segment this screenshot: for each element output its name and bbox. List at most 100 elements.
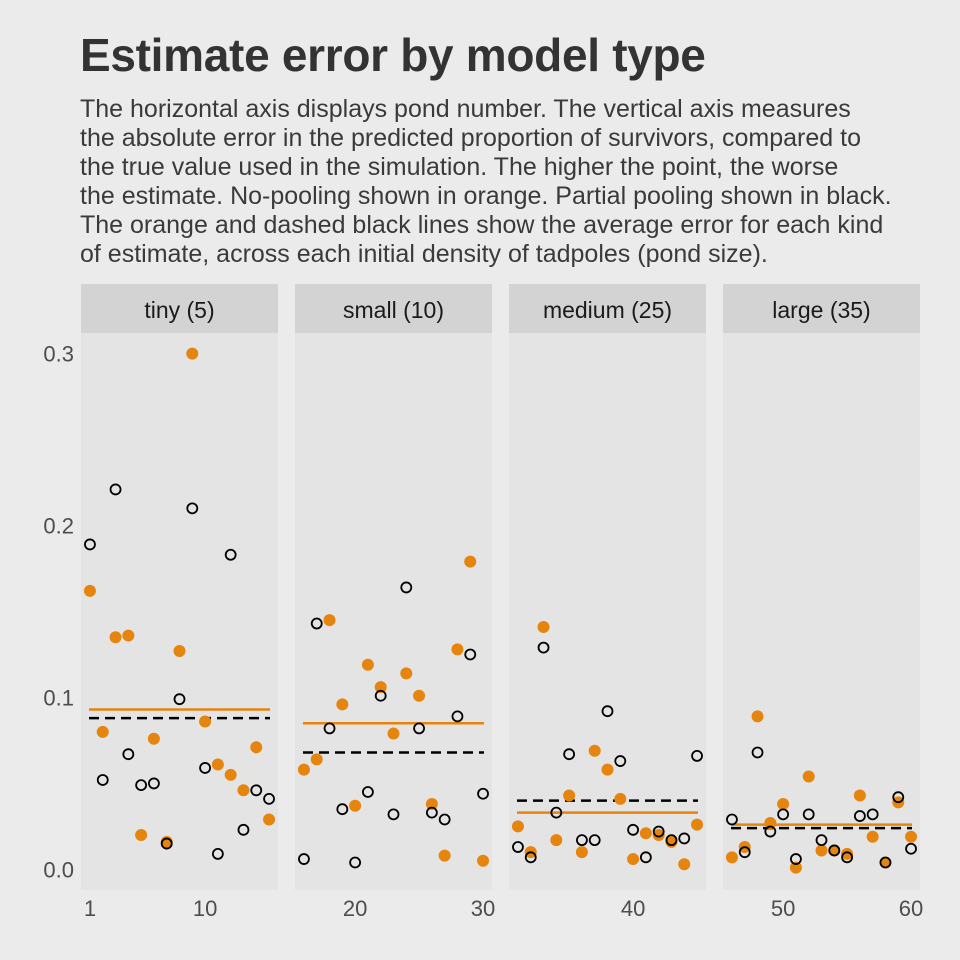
point-partial-pooling (250, 784, 263, 797)
point-no-pooling (147, 732, 160, 745)
point-partial-pooling (691, 750, 703, 762)
point-partial-pooling (738, 846, 751, 859)
point-no-pooling (563, 789, 576, 802)
facet-label: large (35) (772, 297, 870, 323)
point-partial-pooling (413, 722, 425, 735)
point-no-pooling (83, 584, 96, 597)
point-partial-pooling (323, 722, 336, 735)
point-no-pooling (627, 853, 640, 866)
subtitle-line: of estimate, across each initial density… (80, 240, 768, 268)
point-no-pooling (575, 846, 588, 859)
point-partial-pooling (563, 748, 576, 761)
point-partial-pooling (186, 502, 199, 515)
point-partial-pooling (387, 808, 400, 821)
facet-panel (295, 333, 492, 890)
facet-strip (723, 284, 920, 333)
facet-panel (723, 333, 920, 890)
point-partial-pooling (892, 791, 905, 804)
point-no-pooling (336, 698, 349, 711)
subtitle-line: the true value used in the simulation. T… (80, 153, 839, 181)
point-partial-pooling (224, 548, 237, 561)
point-partial-pooling (764, 825, 777, 838)
subtitle-line: The orange and dashed black lines show t… (80, 211, 884, 239)
facet-label: tiny (5) (144, 297, 214, 323)
point-partial-pooling (362, 786, 374, 798)
x-tick-label: 40 (621, 896, 645, 921)
point-partial-pooling (639, 851, 652, 864)
point-partial-pooling (601, 705, 614, 718)
y-tick-label: 0.3 (43, 342, 74, 367)
y-tick-label: 0.0 (43, 857, 74, 882)
point-no-pooling (263, 813, 276, 826)
point-no-pooling (879, 856, 892, 869)
point-partial-pooling (400, 581, 413, 594)
point-no-pooling (550, 834, 563, 847)
facet-panel (509, 333, 706, 890)
subtitle-line: the estimate. No-pooling shown in orange… (80, 182, 892, 210)
point-no-pooling (122, 629, 135, 642)
point-no-pooling (601, 763, 614, 776)
x-tick-label: 60 (899, 896, 923, 921)
point-partial-pooling (828, 844, 841, 857)
chart-subtitle: The horizontal axis displays pond number… (80, 95, 950, 269)
point-no-pooling (866, 830, 879, 843)
point-partial-pooling (84, 538, 96, 551)
facet-strip (509, 284, 706, 333)
point-no-pooling (323, 614, 336, 627)
point-no-pooling (477, 854, 490, 867)
point-no-pooling (614, 792, 627, 805)
point-partial-pooling (237, 823, 250, 836)
point-no-pooling (374, 681, 387, 694)
point-no-pooling (413, 689, 426, 702)
point-partial-pooling (524, 851, 537, 864)
point-no-pooling (173, 645, 186, 658)
point-partial-pooling (173, 693, 186, 706)
y-tick-label: 0.1 (43, 685, 74, 710)
point-no-pooling (109, 631, 122, 644)
point-partial-pooling (588, 834, 601, 847)
point-no-pooling (349, 799, 362, 812)
point-partial-pooling (665, 834, 678, 847)
point-no-pooling (777, 798, 790, 811)
facet-strip (295, 284, 492, 333)
facet-label: small (10) (343, 297, 444, 323)
point-no-pooling (853, 789, 866, 802)
point-no-pooling (588, 744, 601, 757)
point-partial-pooling (652, 825, 665, 838)
point-partial-pooling (438, 813, 451, 826)
point-partial-pooling (425, 806, 438, 819)
x-tick-label: 30 (471, 896, 495, 921)
point-partial-pooling (802, 808, 815, 821)
point-partial-pooling (726, 813, 738, 826)
y-tick-label: 0.2 (43, 514, 74, 539)
point-partial-pooling (879, 856, 892, 869)
subtitle-line: The horizontal axis displays pond number… (80, 95, 851, 123)
point-partial-pooling (841, 851, 853, 864)
point-partial-pooling (135, 779, 148, 792)
point-no-pooling (639, 827, 652, 840)
point-no-pooling (451, 643, 464, 656)
point-no-pooling (438, 849, 451, 862)
point-no-pooling (905, 830, 918, 843)
point-partial-pooling (109, 483, 122, 496)
x-tick-label: 50 (771, 896, 795, 921)
point-no-pooling (678, 858, 691, 871)
point-no-pooling (96, 725, 109, 738)
point-partial-pooling (853, 810, 866, 822)
point-no-pooling (250, 741, 263, 754)
point-no-pooling (751, 710, 764, 723)
point-partial-pooling (576, 834, 588, 847)
facet-panel (81, 333, 278, 890)
subtitle-line: the absolute error in the predicted prop… (80, 124, 861, 152)
point-partial-pooling (477, 787, 489, 800)
point-no-pooling (511, 820, 524, 833)
point-no-pooling (387, 727, 400, 740)
point-no-pooling (841, 847, 854, 860)
chart-title: Estimate error by model type (80, 29, 706, 81)
point-no-pooling (186, 347, 199, 360)
point-partial-pooling (614, 755, 627, 767)
point-partial-pooling (298, 853, 310, 865)
facet-strip (81, 284, 278, 333)
point-no-pooling (400, 667, 413, 680)
